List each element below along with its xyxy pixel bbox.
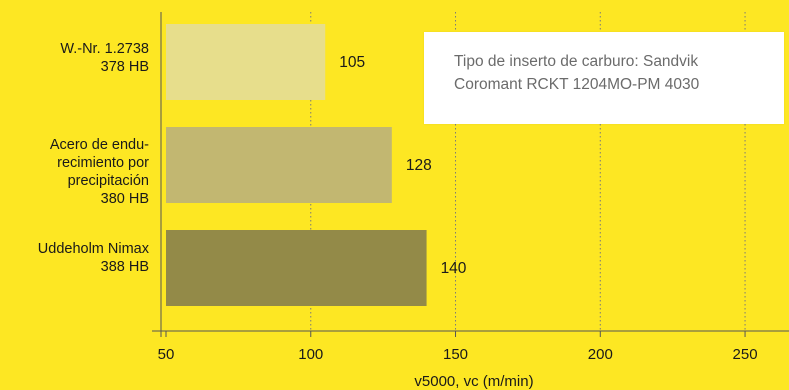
bar-0	[166, 24, 326, 100]
category-label-2: Uddeholm Nimax 388 HB	[37, 241, 149, 275]
category-label-1: Acero de endu- recimiento por precipitac…	[49, 137, 149, 207]
bar-value-label-2: 140	[441, 260, 467, 277]
bar-value-label-1: 128	[406, 157, 432, 174]
note-box: Tipo de inserto de carburo: Sandvik Coro…	[424, 32, 784, 124]
tick-label-200: 200	[588, 346, 613, 363]
bar-1	[166, 127, 392, 203]
category-label-0: W.-Nr. 1.2738 378 HB	[60, 41, 149, 75]
bar-value-label-0: 105	[339, 54, 365, 71]
x-axis-title: v5000, vc (m/min)	[414, 373, 533, 390]
tick-label-50: 50	[158, 346, 175, 363]
bar-2	[166, 230, 427, 306]
tick-label-100: 100	[298, 346, 323, 363]
tick-label-250: 250	[733, 346, 758, 363]
note-text: Tipo de inserto de carburo: Sandvik Coro…	[454, 53, 700, 93]
tick-label-150: 150	[443, 346, 468, 363]
